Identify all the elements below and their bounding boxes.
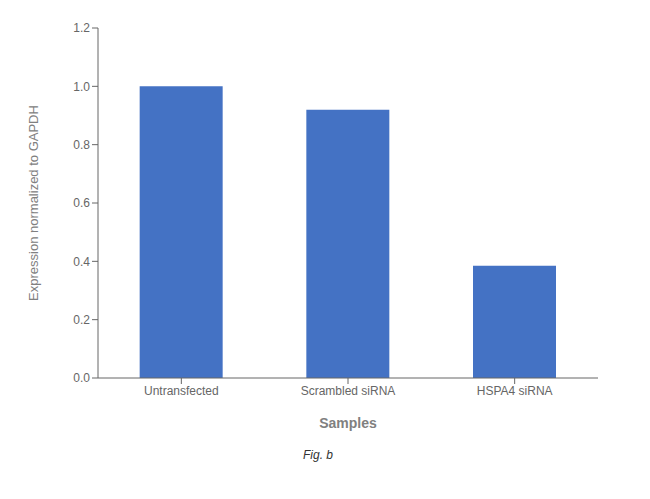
- svg-text:0.4: 0.4: [73, 255, 90, 269]
- svg-text:0.2: 0.2: [73, 313, 90, 327]
- svg-text:Samples: Samples: [319, 415, 377, 431]
- svg-text:1.2: 1.2: [73, 21, 90, 35]
- svg-text:Expression normalized to GAPDH: Expression normalized to GAPDH: [26, 105, 41, 301]
- svg-text:Untransfected: Untransfected: [144, 384, 219, 398]
- svg-text:HSPA4 siRNA: HSPA4 siRNA: [477, 384, 553, 398]
- svg-text:1.0: 1.0: [73, 80, 90, 94]
- svg-text:0.8: 0.8: [73, 138, 90, 152]
- html-text:Fig. b: Fig. b: [303, 448, 333, 462]
- svg-text:0.0: 0.0: [73, 371, 90, 385]
- svg-text:Scrambled siRNA: Scrambled siRNA: [301, 384, 396, 398]
- svg-text:0.6: 0.6: [73, 196, 90, 210]
